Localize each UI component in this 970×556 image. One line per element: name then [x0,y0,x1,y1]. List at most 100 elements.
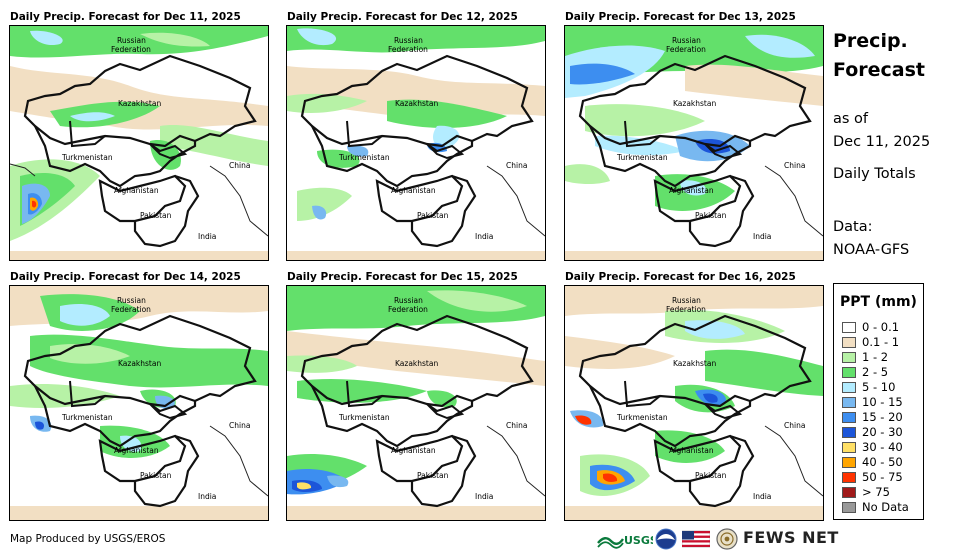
map-svg-dec12: Russian Federation Kazakhstan Turkmenist… [287,26,545,260]
label-afghanistan: Afghanistan [391,186,436,195]
label-china: China [784,161,805,170]
map-svg-dec13: Russian Federation Kazakhstan Turkmenist… [565,26,823,260]
label-pakistan: Pakistan [695,211,727,220]
legend-item: 40 - 50 [842,455,903,469]
label-turkmenistan: Turkmenistan [616,413,668,422]
legend-swatch [842,396,856,408]
map-panel-dec15: Russian Federation Kazakhstan Turkmenist… [286,285,546,521]
legend-item: 2 - 5 [842,365,888,379]
daily-totals-label: Daily Totals [833,166,916,182]
legend-label: 30 - 40 [862,440,903,454]
legend-item: 5 - 10 [842,380,895,394]
label-russia-2: Federation [111,45,151,54]
legend-label: > 75 [862,485,890,499]
legend-title: PPT (mm) [840,294,917,310]
label-india: India [753,232,771,241]
legend-swatch [842,411,856,423]
label-india: India [198,492,216,501]
legend-item: > 75 [842,485,890,499]
label-afghanistan: Afghanistan [114,446,159,455]
label-india: India [198,232,216,241]
legend-item: 20 - 30 [842,425,903,439]
data-source-value: NOAA-GFS [833,242,910,258]
usgs-logo: USGS [597,534,653,549]
label-afghanistan: Afghanistan [669,446,714,455]
label-turkmenistan: Turkmenistan [338,153,390,162]
label-india: India [475,492,493,501]
legend-item: 30 - 40 [842,440,903,454]
label-russia-2: Federation [666,305,706,314]
legend-swatch [842,501,856,513]
label-afghanistan: Afghanistan [391,446,436,455]
legend-label: 50 - 75 [862,470,903,484]
usaid-flag-logo [682,530,710,548]
credit-text: Map Produced by USGS/EROS [10,533,166,545]
label-turkmenistan: Turkmenistan [61,153,113,162]
legend-swatch [842,366,856,378]
label-turkmenistan: Turkmenistan [338,413,390,422]
legend-label: 0.1 - 1 [862,335,900,349]
as-of-date: as of Dec 11, 2025 [833,108,963,154]
legend-item: 0 - 0.1 [842,320,899,334]
label-russia-1: Russian [672,36,701,45]
as-of-label: as of [833,111,869,127]
legend: PPT (mm) 0 - 0.1 0.1 - 1 1 - 2 2 - 5 5 -… [833,283,924,520]
label-russia-1: Russian [672,296,701,305]
label-china: China [506,161,527,170]
label-pakistan: Pakistan [140,211,172,220]
label-china: China [229,421,250,430]
legend-label: 2 - 5 [862,365,889,379]
panel-title-dec11: Daily Precip. Forecast for Dec 11, 2025 [10,11,241,23]
legend-swatch [842,426,856,438]
usgs-logo-text: USGS [624,534,653,547]
legend-label: 10 - 15 [862,395,903,409]
legend-label: 1 - 2 [862,350,889,364]
map-svg-dec15: Russian Federation Kazakhstan Turkmenist… [287,286,545,520]
legend-swatch [842,336,856,348]
panel-title-dec15: Daily Precip. Forecast for Dec 15, 2025 [287,271,518,283]
side-title: Precip. Forecast [833,27,943,85]
data-source: Data: NOAA-GFS [833,216,963,262]
legend-label: No Data [862,500,909,514]
label-kazakhstan: Kazakhstan [118,359,161,368]
legend-swatch [842,441,856,453]
legend-label: 5 - 10 [862,380,896,394]
map-panel-dec16: Russian Federation Kazakhstan Turkmenist… [564,285,824,521]
panel-title-dec12: Daily Precip. Forecast for Dec 12, 2025 [287,11,518,23]
legend-swatch [842,321,856,333]
side-title-line1: Precip. [833,30,908,52]
label-turkmenistan: Turkmenistan [616,153,668,162]
map-panel-dec11: Russian Federation Kazakhstan Turkmenist… [9,25,269,261]
state-seal-logo [716,528,738,550]
label-russia-1: Russian [117,296,146,305]
label-russia-1: Russian [117,36,146,45]
side-title-line2: Forecast [833,59,925,81]
label-pakistan: Pakistan [417,471,449,480]
label-kazakhstan: Kazakhstan [395,99,438,108]
legend-item: 50 - 75 [842,470,903,484]
legend-item: No Data [842,500,909,514]
label-russia-2: Federation [111,305,151,314]
label-turkmenistan: Turkmenistan [61,413,113,422]
label-kazakhstan: Kazakhstan [673,99,716,108]
label-india: India [753,492,771,501]
label-pakistan: Pakistan [695,471,727,480]
map-svg-dec16: Russian Federation Kazakhstan Turkmenist… [565,286,823,520]
fews-net-logo: FEWS NET [743,528,839,547]
label-kazakhstan: Kazakhstan [673,359,716,368]
label-russia-1: Russian [394,296,423,305]
legend-item: 0.1 - 1 [842,335,899,349]
legend-label: 40 - 50 [862,455,903,469]
label-kazakhstan: Kazakhstan [395,359,438,368]
legend-swatch [842,381,856,393]
label-russia-1: Russian [394,36,423,45]
as-of-value: Dec 11, 2025 [833,134,931,150]
map-svg-dec11: Russian Federation Kazakhstan Turkmenist… [10,26,268,260]
label-pakistan: Pakistan [417,211,449,220]
legend-item: 10 - 15 [842,395,903,409]
noaa-logo [655,528,677,550]
label-afghanistan: Afghanistan [669,186,714,195]
legend-swatch [842,471,856,483]
label-china: China [784,421,805,430]
label-afghanistan: Afghanistan [114,186,159,195]
